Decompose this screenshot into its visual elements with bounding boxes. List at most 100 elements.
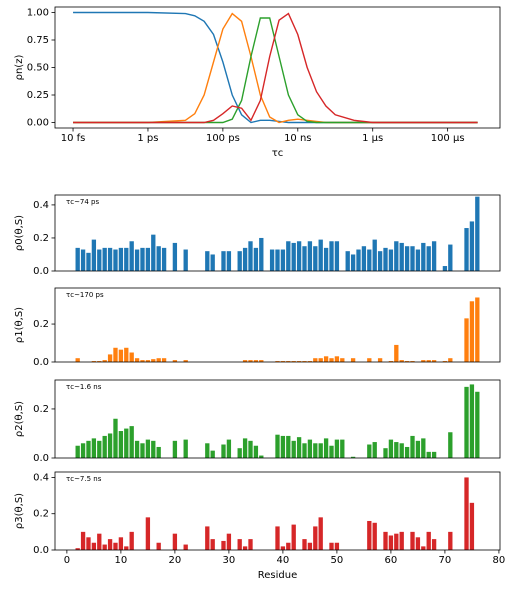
bar: [291, 242, 296, 271]
bar: [205, 526, 210, 550]
bar: [134, 358, 140, 362]
bar: [86, 440, 91, 458]
x-tick-label: 100 ps: [206, 133, 240, 144]
bar: [426, 451, 431, 458]
bar: [183, 544, 188, 550]
y-tick-label: 0.00: [27, 118, 49, 129]
bar: [80, 531, 86, 550]
bar: [145, 247, 151, 271]
bar: [404, 361, 410, 362]
bar: [404, 246, 410, 271]
bar: [102, 544, 107, 550]
bar: [91, 361, 97, 362]
bar: [313, 358, 318, 362]
bar: [388, 535, 394, 550]
bar: [97, 249, 102, 271]
bar: [242, 247, 248, 271]
bar: [107, 247, 113, 271]
bar: [383, 531, 388, 550]
bar: [475, 391, 480, 458]
bar: [431, 451, 437, 458]
bar: [280, 249, 286, 271]
x-tick-label: 20: [169, 555, 182, 566]
bar: [97, 440, 102, 458]
bar: [259, 455, 264, 458]
bar: [129, 426, 134, 458]
bar: [318, 358, 323, 362]
bar: [307, 439, 313, 458]
bar: [172, 533, 178, 550]
bar: [210, 254, 215, 271]
bar: [323, 247, 329, 271]
bar: [118, 537, 124, 550]
x-tick-label: 40: [277, 555, 290, 566]
bar: [286, 241, 291, 271]
bar: [394, 533, 399, 550]
line: [73, 12, 478, 124]
bar: [469, 301, 475, 362]
bar: [124, 347, 129, 362]
bar: [86, 537, 91, 550]
bar: [448, 432, 453, 458]
bar: [410, 435, 415, 458]
bar: [75, 358, 80, 362]
bar: [253, 445, 259, 458]
axes-frame: [54, 471, 501, 551]
bar: [151, 234, 156, 271]
y-tick-label: 0.0: [33, 545, 49, 556]
bar: [280, 361, 286, 362]
x-tick-label: 60: [385, 555, 398, 566]
bar: [124, 428, 129, 458]
bar: [475, 196, 480, 271]
bar: [129, 531, 134, 550]
bar: [226, 533, 232, 550]
bar: [113, 542, 118, 550]
bar: [118, 349, 124, 362]
bar: [307, 542, 313, 550]
bar: [404, 446, 410, 458]
bar: [124, 247, 129, 271]
bar: [237, 539, 242, 550]
bar: [107, 354, 113, 362]
bar: [237, 448, 242, 458]
bar: [410, 531, 415, 550]
annotation: τc~7.5 ns: [66, 475, 102, 483]
bar: [107, 539, 113, 550]
bar: [113, 249, 118, 271]
bar: [248, 440, 253, 458]
bar: [372, 522, 377, 550]
bar: [80, 443, 86, 458]
y-tick-label: 0.2: [33, 404, 49, 415]
x-axis-label: Residue: [258, 570, 297, 581]
bar: [296, 241, 302, 271]
bar: [259, 237, 264, 271]
panel: 0.0 0.2 τc~170 ps ρ1(θ,S): [14, 287, 501, 368]
bar: [248, 539, 253, 550]
axes-frame: [54, 287, 501, 363]
bar: [383, 448, 388, 458]
bar: [156, 358, 161, 362]
bar: [291, 524, 296, 550]
bar: [91, 239, 97, 271]
bar: [421, 546, 426, 550]
bar: [286, 542, 291, 550]
bar: [448, 358, 453, 362]
bar: [145, 360, 151, 362]
bar: [172, 360, 178, 362]
bar: [302, 246, 307, 271]
line: [73, 12, 478, 124]
x-tick-label: 1 μs: [362, 133, 383, 144]
bar: [372, 239, 377, 271]
bar: [221, 540, 226, 550]
bar: [367, 358, 372, 362]
x-tick-label: 10 ns: [284, 133, 311, 144]
bar: [113, 347, 118, 362]
bar: [221, 251, 226, 271]
bar: [329, 445, 334, 458]
bar: [356, 249, 361, 271]
bar: [442, 361, 448, 362]
bar: [313, 526, 318, 550]
bar: [329, 542, 334, 550]
annotation: τc~170 ps: [66, 291, 104, 299]
bar: [340, 439, 345, 458]
